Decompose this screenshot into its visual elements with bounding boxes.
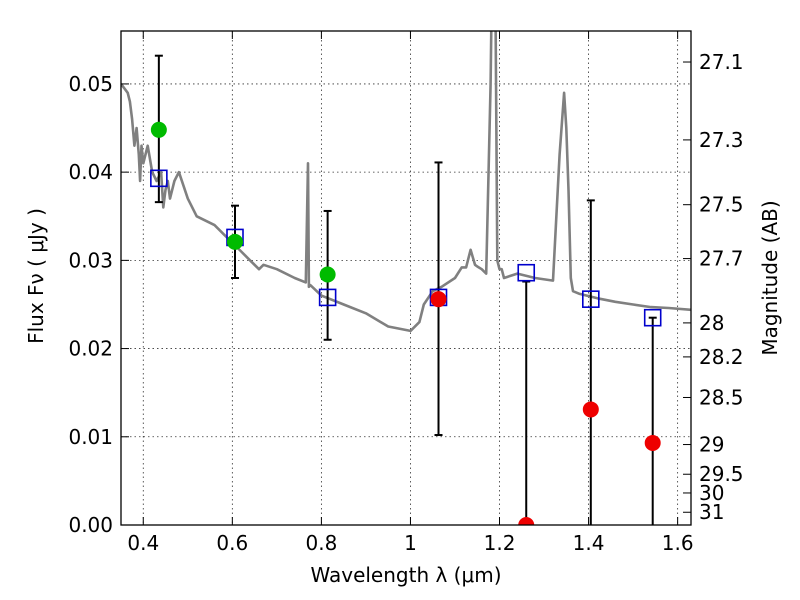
y-tick-label: 0.01 [68,425,113,449]
model-band-marker [318,288,337,307]
plot-frame [120,30,692,526]
observed-point [430,291,447,308]
y-tick-label: 0.00 [68,513,113,537]
observed-point-layer [150,121,661,525]
magnitude-tick-label: 29 [699,433,724,457]
magnitude-tick-label: 28 [699,311,724,335]
y-tick-label: 0.04 [68,160,113,184]
x-tick-label: 1.6 [662,531,694,555]
template-spectrum-layer [121,31,691,333]
y-tick-label: 0.03 [68,248,113,272]
magnitude-tick-label: 27.5 [699,193,744,217]
magnitude-tick-label: 27.7 [699,247,744,271]
observed-point [319,266,336,283]
magnitude-tick-label: 28.2 [699,345,744,369]
model-band-marker [643,308,662,327]
observed-point [150,121,167,138]
x-tick-label: 1.4 [573,531,605,555]
x-tick-label: 1.2 [484,531,516,555]
template-spectrum-line [121,31,691,333]
model-band-marker [517,263,536,282]
y-tick-label: 0.02 [68,337,113,361]
x-tick-label: 0.8 [305,531,337,555]
observed-point [518,517,535,525]
magnitude-tick-label: 27.3 [699,128,744,152]
magnitude-tick-label: 31 [699,500,724,524]
x-axis-ticks: 0.4 0.6 0.8 1 1.2 1.4 1.6 [127,31,694,555]
observed-point [227,233,243,250]
magnitude-tick-label: 28.5 [699,385,744,409]
observed-point [644,434,661,451]
x-tick-label: 0.4 [127,531,159,555]
magnitude-tick-label: 27.1 [699,50,744,74]
y-tick-label: 0.05 [68,72,113,96]
observed-point [582,401,599,418]
magnitude-tick-label: 30 [699,481,724,505]
magnitude-tick-label: 29.5 [699,462,744,486]
x-tick-label: 1 [404,531,417,555]
y-axis-ticks: 0.00 0.01 0.02 0.03 0.04 0.05 [68,72,129,537]
magnitude-axis-title: Magnitude (AB) [758,200,782,355]
model-band-marker [150,169,168,188]
x-tick-label: 0.6 [216,531,248,555]
grid-lines [121,31,691,526]
y-axis-title: Flux Fν ( μJy ) [24,208,48,344]
model-band-marker [582,290,600,308]
x-axis-title: Wavelength λ (μm) [310,563,501,587]
